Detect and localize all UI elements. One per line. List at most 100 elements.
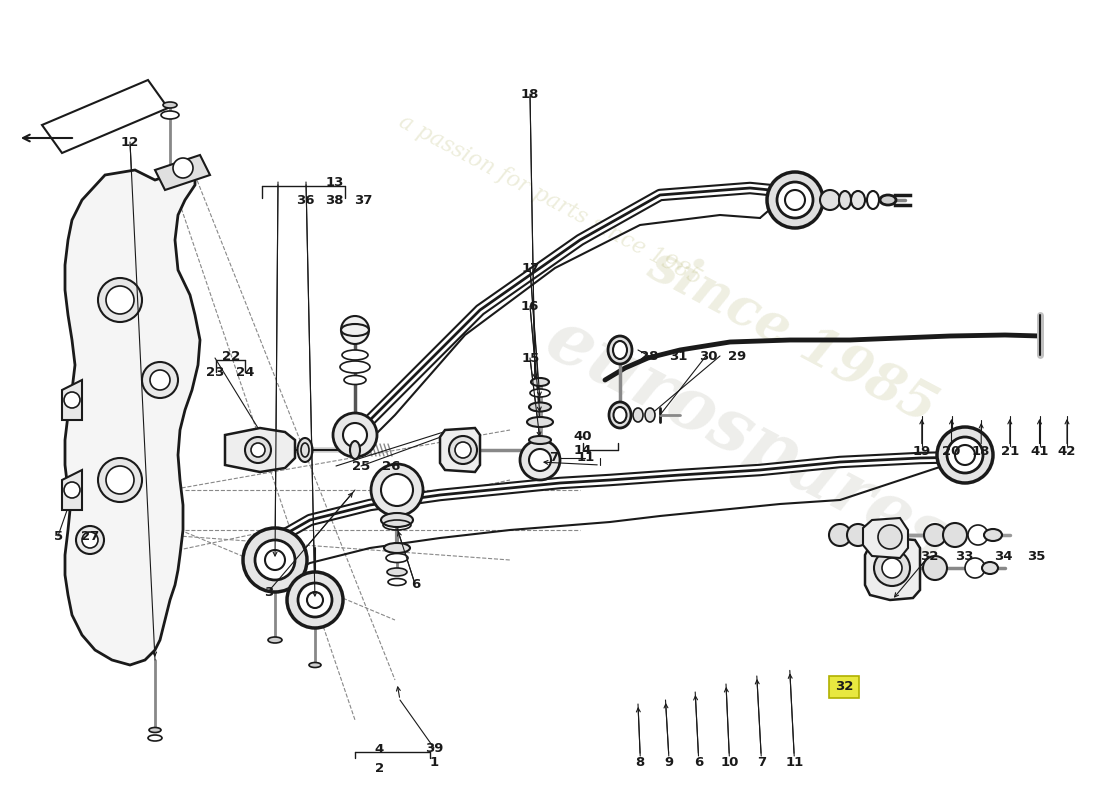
Ellipse shape [387, 568, 407, 576]
Text: 21: 21 [1001, 446, 1019, 458]
Circle shape [106, 286, 134, 314]
Circle shape [371, 464, 424, 516]
Text: 28: 28 [640, 350, 658, 362]
Ellipse shape [529, 436, 551, 444]
Circle shape [343, 423, 367, 447]
Text: 30: 30 [700, 350, 717, 362]
Ellipse shape [982, 562, 998, 574]
Ellipse shape [344, 375, 366, 385]
Circle shape [333, 413, 377, 457]
Ellipse shape [163, 102, 177, 108]
Circle shape [64, 482, 80, 498]
Text: since 1985: since 1985 [639, 238, 945, 434]
Text: 14: 14 [574, 444, 592, 457]
Text: 16: 16 [521, 300, 539, 313]
Polygon shape [62, 470, 82, 510]
Circle shape [287, 572, 343, 628]
Text: 27: 27 [81, 530, 99, 542]
Ellipse shape [384, 543, 410, 553]
Ellipse shape [632, 408, 644, 422]
Ellipse shape [851, 191, 865, 209]
Circle shape [150, 370, 170, 390]
Circle shape [878, 525, 902, 549]
Text: 42: 42 [1058, 446, 1076, 458]
Ellipse shape [309, 662, 321, 667]
Text: 31: 31 [670, 350, 688, 362]
Polygon shape [155, 155, 210, 190]
Ellipse shape [984, 529, 1002, 541]
Text: 7: 7 [549, 451, 558, 464]
Text: 13: 13 [326, 176, 343, 189]
Text: 33: 33 [956, 550, 974, 562]
Ellipse shape [839, 191, 851, 209]
Text: 3: 3 [264, 586, 273, 598]
Circle shape [882, 558, 902, 578]
Circle shape [965, 558, 985, 578]
Circle shape [251, 443, 265, 457]
Circle shape [82, 532, 98, 548]
Polygon shape [62, 380, 82, 420]
Circle shape [937, 427, 993, 483]
Circle shape [968, 525, 988, 545]
Text: 25: 25 [352, 460, 370, 473]
Text: 11: 11 [576, 451, 594, 464]
Text: 34: 34 [994, 550, 1012, 562]
Text: 18: 18 [521, 88, 539, 101]
Text: 35: 35 [1027, 550, 1045, 562]
Ellipse shape [614, 407, 627, 423]
Circle shape [341, 316, 368, 344]
Circle shape [142, 362, 178, 398]
Circle shape [98, 278, 142, 322]
Circle shape [529, 449, 551, 471]
Text: 32: 32 [835, 681, 854, 694]
Text: 6: 6 [694, 756, 703, 769]
Circle shape [820, 190, 840, 210]
Text: 2: 2 [375, 762, 384, 774]
Circle shape [924, 524, 946, 546]
Text: 11: 11 [785, 756, 803, 769]
Ellipse shape [531, 378, 549, 386]
Ellipse shape [527, 417, 553, 427]
Ellipse shape [609, 402, 631, 428]
Text: 22: 22 [222, 350, 240, 362]
Ellipse shape [386, 554, 408, 562]
Circle shape [243, 528, 307, 592]
Circle shape [173, 158, 192, 178]
Circle shape [923, 556, 947, 580]
Ellipse shape [388, 578, 406, 586]
Circle shape [64, 392, 80, 408]
Ellipse shape [645, 408, 654, 422]
Ellipse shape [297, 438, 312, 462]
Text: 23: 23 [207, 366, 224, 378]
Text: 8: 8 [636, 756, 645, 769]
Text: 15: 15 [521, 352, 539, 365]
Text: 20: 20 [943, 446, 960, 458]
Text: 41: 41 [1031, 446, 1048, 458]
Ellipse shape [867, 191, 879, 209]
Circle shape [767, 172, 823, 228]
Text: 10: 10 [720, 756, 738, 769]
Ellipse shape [613, 341, 627, 359]
Circle shape [829, 524, 851, 546]
Text: 26: 26 [383, 460, 400, 473]
Circle shape [449, 436, 477, 464]
Circle shape [381, 474, 412, 506]
Ellipse shape [340, 361, 370, 373]
Text: 18: 18 [972, 446, 990, 458]
Text: 40: 40 [574, 430, 592, 442]
Circle shape [98, 458, 142, 502]
Text: 1: 1 [430, 756, 439, 769]
Circle shape [455, 442, 471, 458]
Circle shape [106, 466, 134, 494]
Ellipse shape [529, 402, 551, 411]
Ellipse shape [161, 111, 179, 119]
Circle shape [777, 182, 813, 218]
Circle shape [76, 526, 104, 554]
Polygon shape [865, 538, 920, 600]
Text: 7: 7 [757, 756, 766, 769]
Circle shape [298, 583, 332, 617]
Ellipse shape [268, 637, 282, 643]
Text: 36: 36 [297, 194, 315, 206]
Text: 12: 12 [121, 136, 139, 149]
Text: 9: 9 [664, 756, 673, 769]
